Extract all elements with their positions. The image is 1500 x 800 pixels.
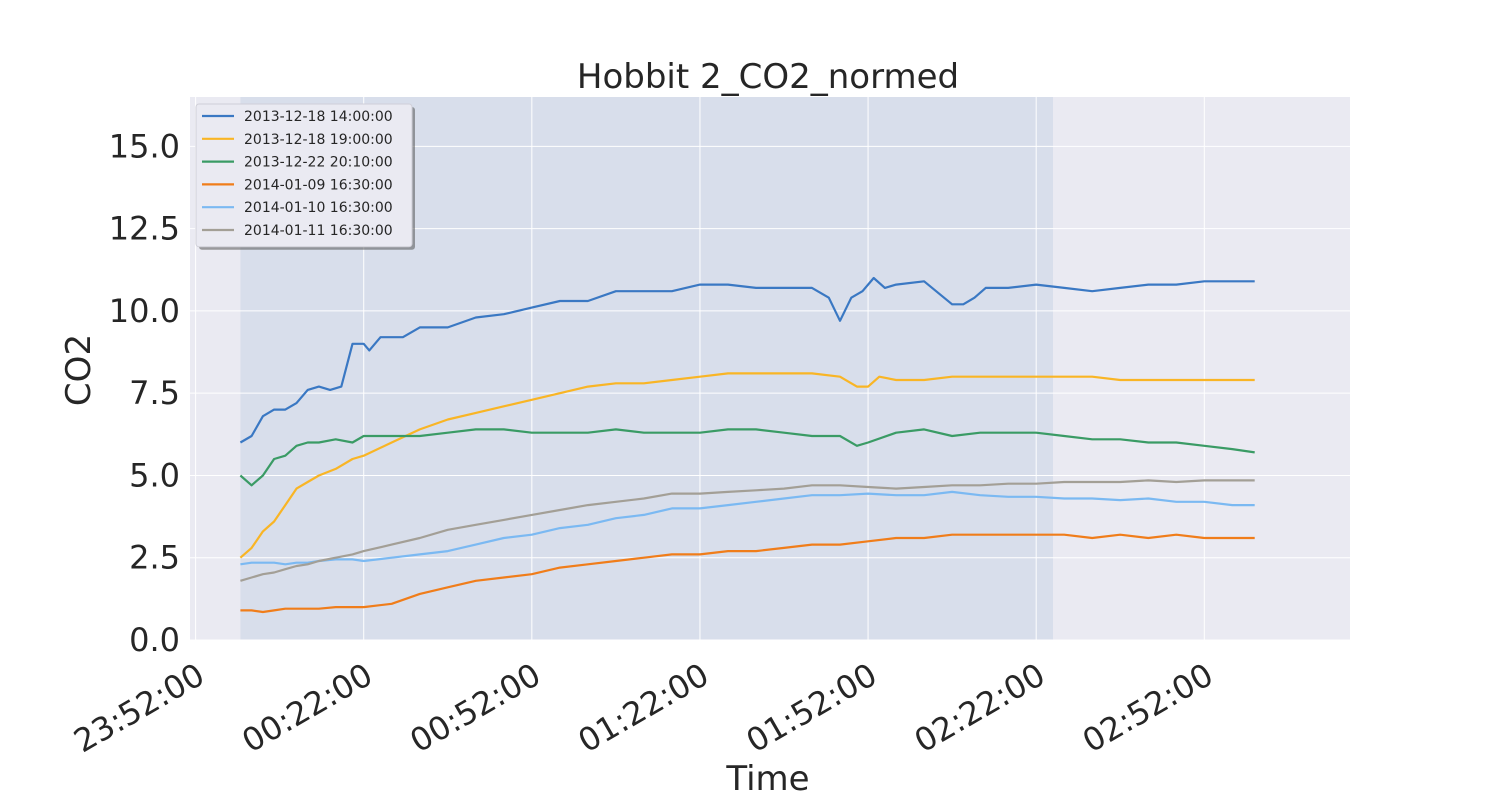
legend-box <box>195 103 413 248</box>
legend-label: 2013-12-18 14:00:00 <box>244 109 393 125</box>
y-tick-label: 2.5 <box>129 539 180 577</box>
series-line <box>239 276 1255 444</box>
legend: 2013-12-18 14:00:00 2013-12-18 19:00:00 20… <box>195 103 415 250</box>
series-line <box>239 428 1255 487</box>
series-line <box>239 372 1255 559</box>
y-tick-label: 15.0 <box>109 127 180 165</box>
y-tick-label: 10.0 <box>109 292 180 330</box>
y-axis-label: CO2 <box>59 334 99 406</box>
legend-label: 2014-01-09 16:30:00 <box>244 177 393 193</box>
legend-label: 2013-12-22 20:10:00 <box>244 155 393 171</box>
series-line <box>240 533 1255 614</box>
y-tick-label: 12.5 <box>109 210 180 248</box>
y-tick-label: 0.0 <box>129 621 180 659</box>
chart-title: Hobbit 2_CO2_normed <box>577 57 959 97</box>
series-line <box>240 479 1255 582</box>
y-tick-label: 5.0 <box>129 456 180 494</box>
y-tick-label: 7.5 <box>129 374 180 412</box>
x-axis-label: Time <box>725 759 809 799</box>
legend-label: 2013-12-18 19:00:00 <box>244 132 393 148</box>
legend-label: 2014-01-10 16:30:00 <box>244 200 393 216</box>
legend-label: 2014-01-11 16:30:00 <box>244 223 393 239</box>
